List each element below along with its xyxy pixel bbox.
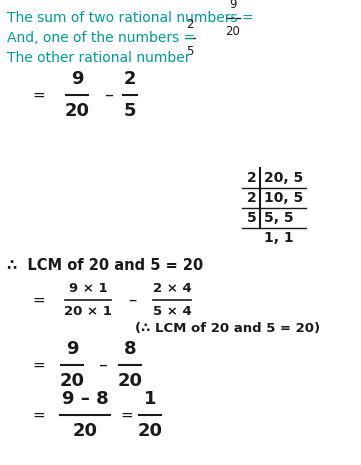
Text: 20 × 1: 20 × 1 xyxy=(64,305,112,318)
Text: =: = xyxy=(32,358,45,372)
Text: –: – xyxy=(104,86,113,104)
Text: –: – xyxy=(98,356,107,374)
Text: 5: 5 xyxy=(186,45,194,58)
Text: 1, 1: 1, 1 xyxy=(264,231,293,245)
Text: 9: 9 xyxy=(71,70,83,88)
Text: 1: 1 xyxy=(144,390,156,408)
Text: 20, 5: 20, 5 xyxy=(264,171,303,185)
Text: 20: 20 xyxy=(138,422,162,440)
Text: 10, 5: 10, 5 xyxy=(264,191,303,205)
Text: The sum of two rational numbers =: The sum of two rational numbers = xyxy=(7,11,258,25)
Text: 5: 5 xyxy=(247,211,257,225)
Text: 9 – 8: 9 – 8 xyxy=(62,390,108,408)
Text: =: = xyxy=(32,292,45,307)
Text: =: = xyxy=(120,407,133,423)
Text: =: = xyxy=(32,87,45,102)
Text: 2: 2 xyxy=(247,191,257,205)
Text: 9 × 1: 9 × 1 xyxy=(69,282,107,295)
Text: 5: 5 xyxy=(124,102,136,120)
Text: 9: 9 xyxy=(66,340,78,358)
Text: =: = xyxy=(32,407,45,423)
Text: (∴ LCM of 20 and 5 = 20): (∴ LCM of 20 and 5 = 20) xyxy=(135,321,320,334)
Text: 2 × 4: 2 × 4 xyxy=(153,282,191,295)
Text: –: – xyxy=(128,291,136,309)
Text: 20: 20 xyxy=(117,372,143,390)
Text: The other rational number: The other rational number xyxy=(7,51,191,65)
Text: 5 × 4: 5 × 4 xyxy=(153,305,191,318)
Text: 2: 2 xyxy=(186,18,194,31)
Text: 20: 20 xyxy=(65,102,90,120)
Text: And, one of the numbers =: And, one of the numbers = xyxy=(7,31,200,45)
Text: 2: 2 xyxy=(124,70,136,88)
Text: ∴  LCM of 20 and 5 = 20: ∴ LCM of 20 and 5 = 20 xyxy=(7,258,203,272)
Text: 2: 2 xyxy=(247,171,257,185)
Text: 8: 8 xyxy=(124,340,136,358)
Text: 20: 20 xyxy=(73,422,97,440)
Text: 20: 20 xyxy=(60,372,84,390)
Text: 20: 20 xyxy=(226,25,240,38)
Text: 9: 9 xyxy=(229,0,237,11)
Text: 5, 5: 5, 5 xyxy=(264,211,293,225)
